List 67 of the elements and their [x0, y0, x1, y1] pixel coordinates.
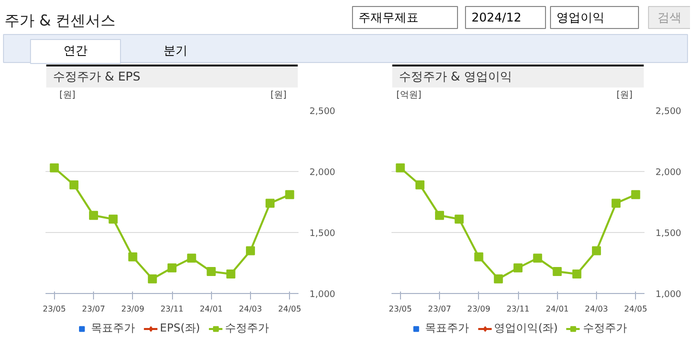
point — [108, 214, 118, 224]
point — [592, 246, 601, 256]
x-tick-label: 23/05 — [42, 304, 66, 314]
point — [246, 246, 255, 256]
legend-label: 목표주가 — [90, 320, 135, 336]
x-tick-label: 23/07 — [82, 304, 106, 314]
point — [396, 163, 405, 172]
text: 주가 & 컨센서스 — [4, 12, 116, 30]
x-tick-label: 24/01 — [200, 304, 223, 314]
point — [533, 254, 542, 263]
y2-tick-label: 2,000 — [310, 168, 336, 178]
x-tick-label: 23/09 — [121, 304, 144, 314]
x-tick-label: 24/05 — [278, 304, 302, 314]
text: 분기 — [164, 44, 188, 58]
x-tick-label: 23/11 — [160, 304, 184, 314]
legend-label: 수정주가 — [225, 320, 270, 336]
point — [128, 252, 138, 262]
y2-tick-label: 1,500 — [310, 229, 336, 239]
point — [226, 269, 236, 278]
text: 연간 — [64, 44, 88, 58]
point — [612, 198, 621, 208]
text: 2024/12 — [472, 10, 522, 24]
point — [514, 263, 522, 272]
x-tick-label: 23/07 — [428, 304, 452, 314]
x-tick-label: 23/05 — [388, 304, 412, 314]
point — [148, 274, 157, 284]
point — [187, 254, 196, 263]
y2-tick-label: 1,000 — [310, 290, 336, 300]
point — [266, 198, 275, 208]
chart-title: 수정주가 & EPS — [52, 70, 140, 84]
point — [572, 269, 582, 278]
point — [89, 210, 98, 220]
y2-tick-label: 2,500 — [310, 107, 336, 117]
y2-tick-label: 2,500 — [656, 107, 682, 117]
point — [494, 274, 503, 284]
point — [552, 267, 562, 276]
y2-tick-label: 1,000 — [656, 290, 682, 300]
y2-axis-title: [원] — [616, 90, 633, 100]
y-axis-title: [억원] — [396, 90, 422, 100]
point — [50, 163, 59, 172]
x-tick-label: 24/05 — [624, 304, 648, 314]
y2-tick-label: 1,500 — [656, 229, 682, 239]
x-tick-label: 23/09 — [467, 304, 490, 314]
point — [454, 214, 464, 224]
y-axis-title: [원] — [59, 90, 76, 100]
text: 검색 — [658, 10, 682, 24]
point — [474, 252, 484, 262]
point — [415, 180, 424, 190]
legend-label: EPS(좌) — [160, 320, 200, 336]
point — [168, 263, 176, 272]
x-tick-label: 24/03 — [584, 304, 608, 314]
legend-label: 목표주가 — [425, 320, 470, 336]
y2-tick-label: 2,000 — [656, 168, 682, 178]
legend-label: 영업이익(좌) — [494, 320, 558, 336]
x-tick-label: 24/01 — [546, 304, 569, 314]
point — [206, 267, 216, 276]
point — [435, 210, 444, 220]
point — [631, 190, 640, 200]
point — [69, 180, 78, 190]
x-tick-label: 24/03 — [238, 304, 262, 314]
chart-title: 수정주가 & 영업이익 — [398, 70, 512, 84]
point — [285, 190, 294, 200]
text: 주재무제표 — [358, 10, 418, 24]
y2-axis-title: [원] — [270, 90, 287, 100]
text: 영업이익 — [556, 10, 604, 24]
x-tick-label: 23/11 — [506, 304, 530, 314]
legend-label: 수정주가 — [582, 320, 627, 336]
